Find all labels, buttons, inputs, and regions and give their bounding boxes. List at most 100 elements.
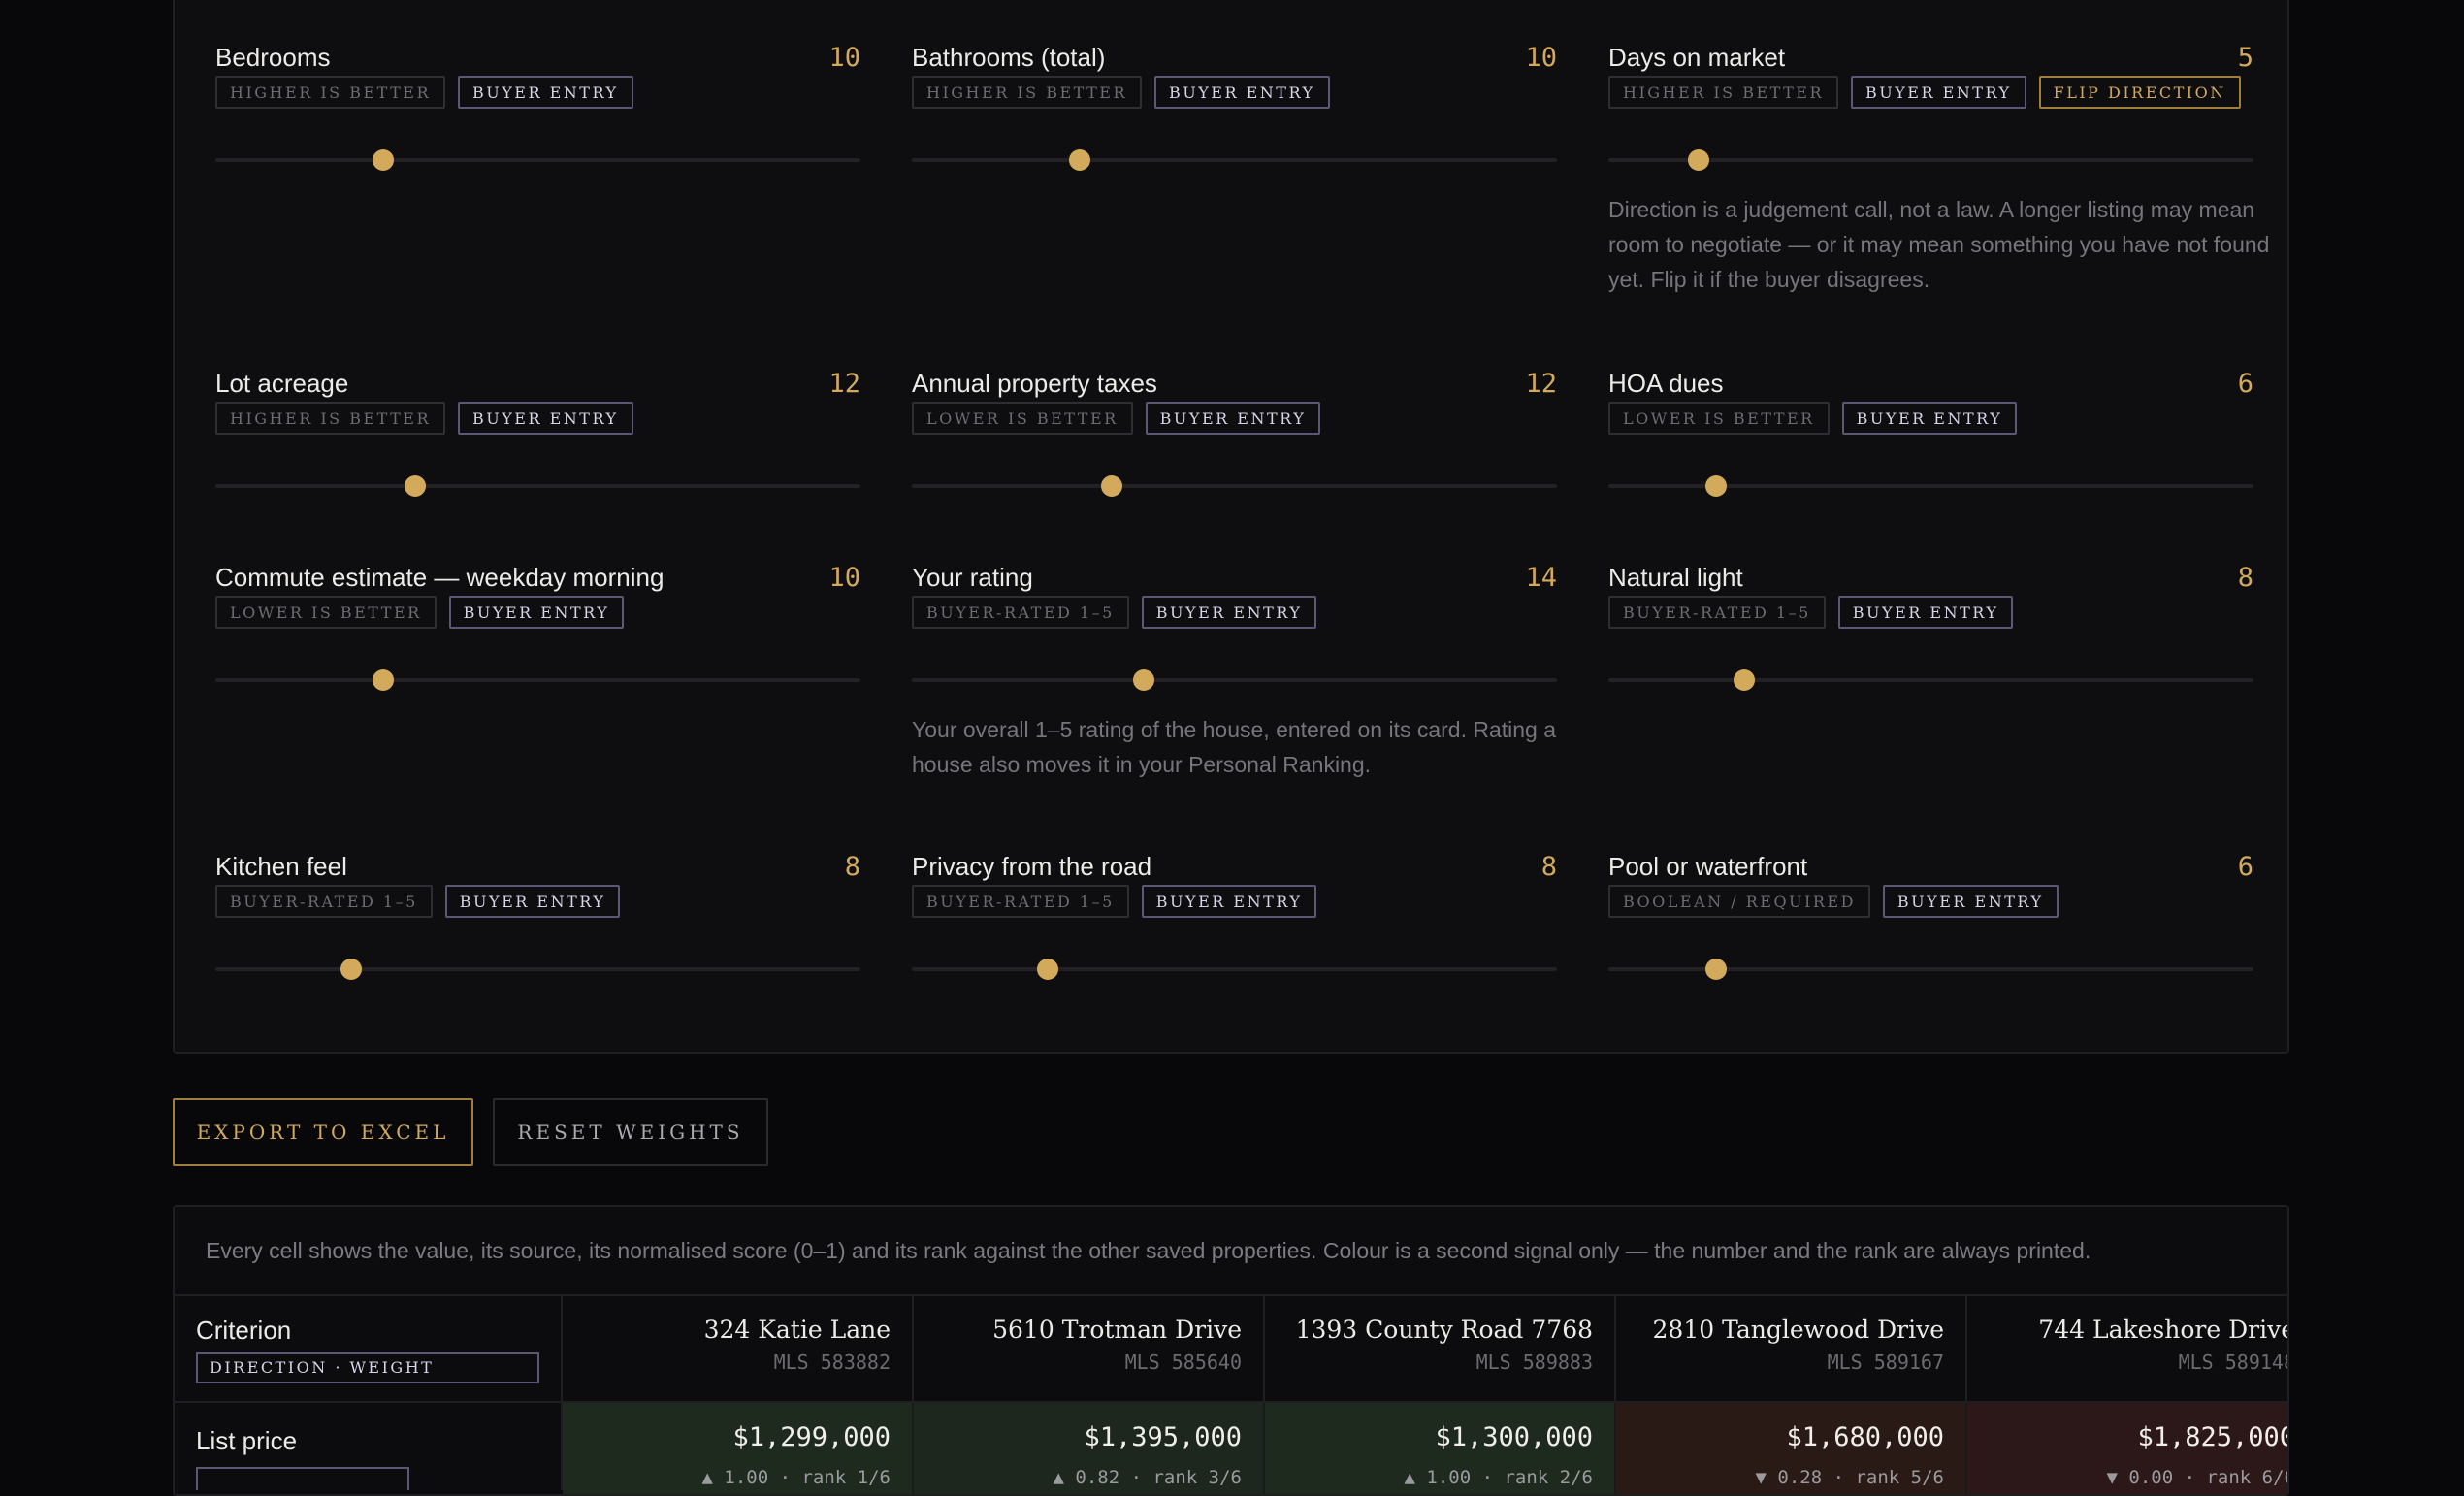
direction-tag: Lower is better bbox=[215, 596, 437, 629]
criterion-tags: Lower is better Buyer entry bbox=[215, 596, 625, 629]
weight-slider[interactable] bbox=[912, 959, 1557, 980]
slider-thumb[interactable] bbox=[372, 149, 394, 171]
table-cell[interactable]: $1,395,000 ▲ 0.82 · rank 3/6 bbox=[914, 1403, 1265, 1494]
direction-tag: Lower is better bbox=[912, 402, 1133, 435]
criterion-tags: Buyer-rated 1–5 Buyer entry bbox=[912, 885, 1317, 918]
property-header[interactable]: 2810 Tanglewood Drive MLS 589167 bbox=[1616, 1296, 1967, 1401]
slider-thumb[interactable] bbox=[1101, 475, 1123, 497]
direction-tag: Buyer-rated 1–5 bbox=[215, 885, 433, 918]
criterion-header: Criterion bbox=[196, 1316, 292, 1345]
table-cell[interactable]: $1,299,000 ▲ 1.00 · rank 1/6 bbox=[563, 1403, 914, 1494]
slider-thumb[interactable] bbox=[1705, 475, 1728, 497]
direction-tag: Boolean / required bbox=[1608, 885, 1870, 918]
slider-thumb[interactable] bbox=[1133, 669, 1155, 691]
criterion-name: Commute estimate — weekday morning bbox=[215, 563, 665, 592]
table-cell[interactable]: $1,825,000 ▼ 0.00 · rank 6/6 bbox=[1967, 1403, 2289, 1494]
property-header[interactable]: 744 Lakeshore Drive MLS 589148 bbox=[1967, 1296, 2289, 1401]
slider-thumb[interactable] bbox=[1068, 149, 1090, 171]
slider-track[interactable] bbox=[1608, 158, 2253, 162]
direction-tag: Higher is better bbox=[912, 76, 1142, 109]
slider-track[interactable] bbox=[215, 158, 860, 162]
property-mls: MLS 585640 bbox=[1124, 1350, 1242, 1374]
cell-score: ▲ 0.82 · rank 3/6 bbox=[1053, 1467, 1242, 1488]
criterion-name: Your rating bbox=[912, 563, 1033, 592]
criterion-tags: Boolean / required Buyer entry bbox=[1608, 885, 2059, 918]
property-name: 5610 Trotman Drive bbox=[992, 1316, 1242, 1344]
property-name: 1393 County Road 7768 bbox=[1295, 1316, 1593, 1344]
direction-tag: Buyer-rated 1–5 bbox=[1608, 596, 1826, 629]
slider-thumb[interactable] bbox=[405, 475, 427, 497]
criterion-name: Pool or waterfront bbox=[1608, 852, 1808, 881]
criterion-column: Criterion Direction · Weight bbox=[175, 1296, 563, 1490]
criterion-weight: 10 bbox=[828, 43, 860, 73]
weight-slider[interactable] bbox=[215, 475, 860, 497]
criterion-tags: Higher is better Buyer entry bbox=[215, 76, 633, 109]
direction-tag: Buyer-rated 1–5 bbox=[912, 596, 1129, 629]
slider-track[interactable] bbox=[215, 678, 860, 682]
slider-thumb[interactable] bbox=[372, 669, 394, 691]
comparison-intro: Every cell shows the value, its source, … bbox=[206, 1238, 2091, 1263]
weight-slider[interactable] bbox=[215, 149, 860, 171]
reset-weights-button[interactable]: Reset weights bbox=[493, 1098, 768, 1166]
slider-track[interactable] bbox=[1608, 967, 2253, 971]
flip-direction-button[interactable]: Flip direction bbox=[2038, 76, 2241, 109]
slider-track[interactable] bbox=[215, 484, 860, 488]
property-header[interactable]: 1393 County Road 7768 MLS 589883 bbox=[1265, 1296, 1616, 1401]
direction-tag: Higher is better bbox=[215, 76, 445, 109]
weight-slider[interactable] bbox=[215, 669, 860, 691]
slider-track[interactable] bbox=[912, 967, 1557, 971]
slider-track[interactable] bbox=[912, 484, 1557, 488]
source-tag: Buyer entry bbox=[1141, 885, 1317, 918]
slider-track[interactable] bbox=[1608, 484, 2253, 488]
table-cell[interactable]: $1,300,000 ▲ 1.00 · rank 2/6 bbox=[1265, 1403, 1616, 1494]
source-tag: Buyer entry bbox=[448, 596, 625, 629]
source-tag: Buyer entry bbox=[458, 76, 633, 109]
slider-thumb[interactable] bbox=[1705, 959, 1728, 980]
direction-tag: Higher is better bbox=[215, 402, 445, 435]
criterion-name: Annual property taxes bbox=[912, 369, 1157, 398]
source-tag: Buyer entry bbox=[1841, 402, 2018, 435]
slider-thumb[interactable] bbox=[1688, 149, 1710, 171]
criterion-weight: 12 bbox=[1525, 369, 1557, 399]
property-mls: MLS 589148 bbox=[2178, 1350, 2289, 1374]
criterion-weight: 14 bbox=[1525, 563, 1557, 593]
weight-slider[interactable] bbox=[1608, 475, 2253, 497]
slider-track[interactable] bbox=[912, 678, 1557, 682]
property-mls: MLS 589167 bbox=[1827, 1350, 1944, 1374]
criterion-tags: Buyer-rated 1–5 Buyer entry bbox=[912, 596, 1317, 629]
slider-thumb[interactable] bbox=[1036, 959, 1058, 980]
source-tag: Buyer entry bbox=[1145, 402, 1321, 435]
cell-value: $1,825,000 bbox=[2137, 1422, 2289, 1452]
export-to-excel-button[interactable]: Export to Excel bbox=[173, 1098, 473, 1166]
source-tag: Buyer entry bbox=[444, 885, 621, 918]
criterion-note: Your overall 1–5 rating of the house, en… bbox=[912, 717, 1557, 777]
weight-slider[interactable] bbox=[1608, 669, 2253, 691]
cell-score: ▲ 1.00 · rank 1/6 bbox=[701, 1467, 891, 1488]
direction-tag: Lower is better bbox=[1608, 402, 1830, 435]
weight-slider[interactable] bbox=[1608, 149, 2253, 171]
criterion-weight: 10 bbox=[828, 563, 860, 593]
property-header[interactable]: 324 Katie Lane MLS 583882 bbox=[563, 1296, 914, 1401]
source-tag: Buyer entry bbox=[1837, 596, 2014, 629]
weight-slider[interactable] bbox=[912, 475, 1557, 497]
slider-track[interactable] bbox=[1608, 678, 2253, 682]
criterion-name: Bedrooms bbox=[215, 43, 331, 72]
criterion-note: Direction is a judgement call, not a law… bbox=[1608, 197, 2270, 292]
slider-thumb[interactable] bbox=[340, 959, 362, 980]
slider-track[interactable] bbox=[912, 158, 1557, 162]
criterion-name: Kitchen feel bbox=[215, 852, 347, 881]
table-cell[interactable]: $1,680,000 ▼ 0.28 · rank 5/6 bbox=[1616, 1403, 1967, 1494]
weight-slider[interactable] bbox=[912, 669, 1557, 691]
weight-slider[interactable] bbox=[215, 959, 860, 980]
slider-track[interactable] bbox=[215, 967, 860, 971]
criterion-tags: Buyer-rated 1–5 Buyer entry bbox=[215, 885, 621, 918]
direction-tag: Buyer-rated 1–5 bbox=[912, 885, 1129, 918]
slider-thumb[interactable] bbox=[1733, 669, 1755, 691]
property-header[interactable]: 5610 Trotman Drive MLS 585640 bbox=[914, 1296, 1265, 1401]
criterion-weight: 6 bbox=[2237, 852, 2253, 882]
cell-value: $1,680,000 bbox=[1786, 1422, 1944, 1452]
weight-slider[interactable] bbox=[1608, 959, 2253, 980]
property-name: 324 Katie Lane bbox=[703, 1316, 891, 1344]
weight-slider[interactable] bbox=[912, 149, 1557, 171]
comparison-table: Every cell shows the value, its source, … bbox=[173, 1205, 2289, 1496]
